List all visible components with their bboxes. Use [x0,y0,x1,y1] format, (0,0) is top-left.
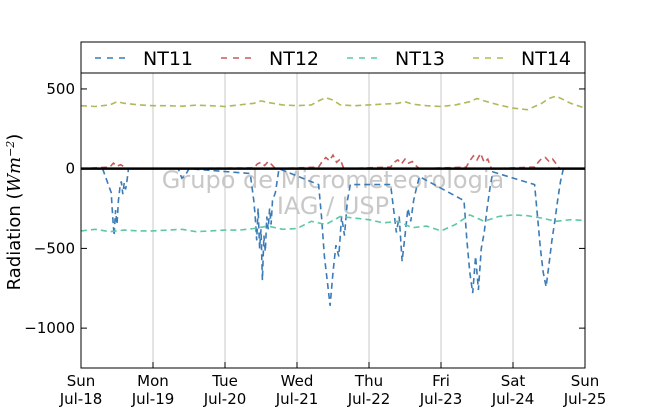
y-tick-label: 500 [46,80,75,98]
x-tick-label-day: Wed [281,372,314,390]
x-tick-label-date: Jul-25 [563,390,607,408]
axis-layer: 5000−500−1000SunJul-18MonJul-19TueJul-20… [24,80,606,408]
legend-label: NT14 [521,48,571,70]
y-tick-label: −500 [34,239,75,257]
series-line-nt13 [80,213,586,233]
y-tick-label: −1000 [24,319,75,337]
x-tick-label-date: Jul-23 [419,390,463,408]
series-line-nt12 [80,151,585,170]
watermark-line-1: Grupo de Micrometeorologia [162,166,504,194]
y-axis-label-close: ) [4,134,25,141]
y-axis-label-exponent: −2 [4,141,17,157]
series-line-nt14 [80,95,586,111]
x-tick-label-date: Jul-22 [347,390,391,408]
x-tick-label-day: Sat [501,372,526,390]
x-tick-label-day: Tue [211,372,238,390]
y-axis-label: Radiation (Wm−2) [4,134,26,291]
legend-label: NT11 [143,48,193,70]
y-tick-label: 0 [65,160,75,178]
x-tick-label-day: Sun [67,372,96,390]
legend: NT11 NT12 NT13 NT14 [80,41,586,74]
x-tick-label-day: Sun [571,372,600,390]
x-tick-label-date: Jul-19 [131,390,175,408]
x-tick-label-date: Jul-18 [59,390,103,408]
legend-label: NT12 [269,48,319,70]
y-axis-label-text: Radiation ( [4,193,25,291]
x-tick-label-day: Thu [354,372,383,390]
legend-label: NT13 [395,48,445,70]
x-tick-label-date: Jul-21 [275,390,319,408]
x-tick-label-day: Mon [137,372,169,390]
x-tick-label-date: Jul-20 [203,390,247,408]
y-axis-label-unit: Wm [4,157,25,193]
x-tick-label-day: Fri [432,372,450,390]
watermark-line-2: IAG / USP [277,192,389,220]
grid-layer [152,73,514,368]
x-tick-label-date: Jul-24 [491,390,535,408]
plot-frame [80,72,586,369]
